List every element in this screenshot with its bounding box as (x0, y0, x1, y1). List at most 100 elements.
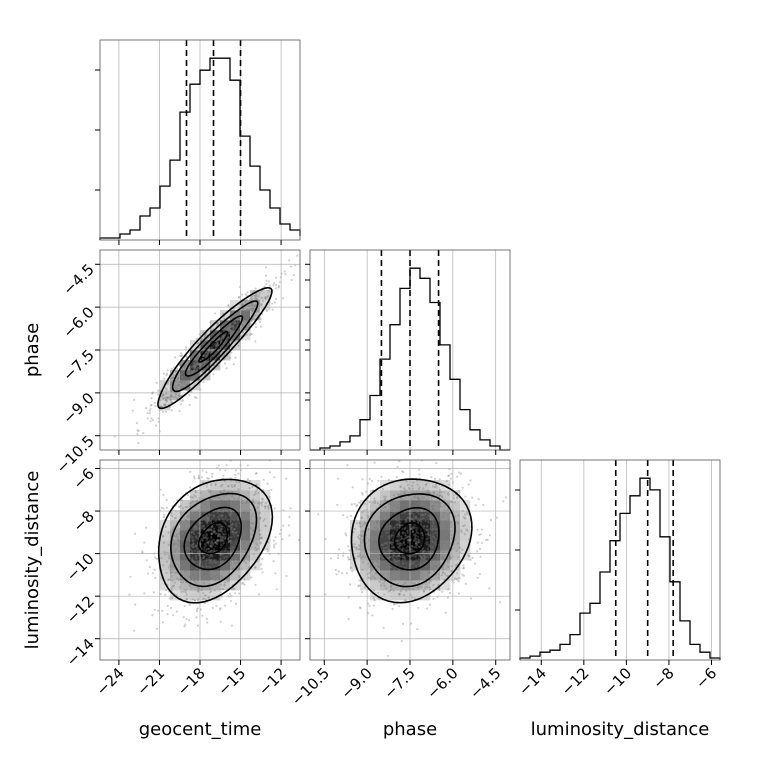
scatter-point (161, 535, 165, 538)
scatter-point (242, 325, 245, 328)
scatter-point (209, 513, 212, 517)
scatter-point (404, 526, 407, 529)
scatter-point (215, 573, 218, 576)
scatter-point (356, 503, 359, 507)
scatter-point (388, 541, 391, 544)
scatter-point (190, 517, 193, 520)
scatter-point (428, 515, 432, 518)
scatter-point (136, 433, 139, 436)
scatter-point (204, 367, 207, 370)
density-cell (180, 360, 191, 371)
density-cell (440, 480, 451, 491)
density-cell (370, 510, 381, 521)
scatter-point (358, 534, 361, 537)
scatter-point (399, 548, 402, 551)
scatter-point (245, 561, 248, 565)
scatter-point (235, 333, 238, 336)
scatter-point (399, 575, 402, 578)
scatter-point (243, 534, 246, 537)
scatter-point (416, 586, 420, 589)
scatter-point (360, 556, 363, 559)
scatter-point (206, 547, 209, 550)
density-cell (410, 570, 421, 581)
density-cell (250, 550, 261, 561)
scatter-point (189, 557, 192, 560)
scatter-point (197, 373, 200, 376)
scatter-point (230, 331, 233, 334)
scatter-point (488, 587, 491, 590)
scatter-point (476, 541, 479, 544)
scatter-point (389, 549, 392, 552)
scatter-point (203, 511, 206, 514)
scatter-point (208, 528, 211, 531)
scatter-point (433, 504, 436, 507)
scatter-point (400, 497, 403, 500)
scatter-point (248, 525, 251, 528)
scatter-point (228, 592, 232, 596)
scatter-point (273, 476, 276, 479)
scatter-point (399, 541, 402, 545)
scatter-point (457, 514, 460, 517)
scatter-point (256, 547, 259, 551)
scatter-point (172, 543, 175, 546)
scatter-point (447, 474, 450, 477)
scatter-point (215, 539, 219, 542)
scatter-point (385, 564, 388, 567)
scatter-point (204, 345, 207, 348)
scatter-point (348, 558, 351, 561)
scatter-point (389, 556, 392, 559)
scatter-point (181, 375, 184, 378)
scatter-point (205, 351, 208, 354)
scatter-point (382, 549, 385, 553)
scatter-point (415, 531, 418, 534)
scatter-point (370, 577, 373, 580)
scatter-point (197, 354, 200, 357)
scatter-point (205, 572, 208, 575)
scatter-point (206, 529, 210, 532)
scatter-point (173, 550, 176, 554)
density-cell (210, 480, 221, 491)
scatter-point (410, 517, 413, 520)
scatter-point (423, 513, 426, 516)
scatter-point (213, 336, 216, 339)
scatter-point (414, 533, 417, 536)
scatter-point (435, 510, 438, 514)
scatter-point (193, 366, 197, 369)
scatter-point (275, 588, 278, 591)
density-cell (440, 520, 451, 531)
density-cell (220, 490, 231, 501)
scatter-point (372, 604, 375, 607)
scatter-point (166, 382, 169, 385)
density-cell (210, 580, 221, 591)
contour-phase-luminosity_distance-3 (350, 478, 473, 604)
scatter-point (205, 617, 208, 621)
scatter-point (226, 565, 229, 568)
scatter-point (162, 515, 166, 519)
scatter-point (383, 584, 386, 587)
scatter-point (236, 517, 239, 521)
scatter-point (208, 490, 211, 493)
scatter-point (186, 494, 189, 497)
scatter-point (349, 583, 352, 586)
scatter-point (398, 493, 401, 496)
scatter-point (398, 520, 401, 523)
density-cell (200, 560, 211, 571)
scatter-point (388, 505, 391, 508)
scatter-point (193, 494, 196, 497)
scatter-point (412, 539, 416, 543)
scatter-point (418, 573, 421, 577)
scatter-point (191, 544, 194, 547)
scatter-point (445, 528, 448, 531)
scatter-point (193, 527, 196, 531)
scatter-point (390, 533, 393, 537)
density-cell (420, 510, 431, 521)
scatter-point (414, 494, 417, 497)
scatter-point (162, 507, 165, 510)
scatter-point (211, 339, 214, 342)
x-axis-label-luminosity_distance: luminosity_distance (531, 719, 710, 740)
scatter-point (220, 337, 223, 340)
scatter-point (248, 559, 251, 562)
scatter-point (434, 538, 437, 541)
scatter-point (382, 547, 385, 550)
scatter-point (209, 321, 212, 324)
